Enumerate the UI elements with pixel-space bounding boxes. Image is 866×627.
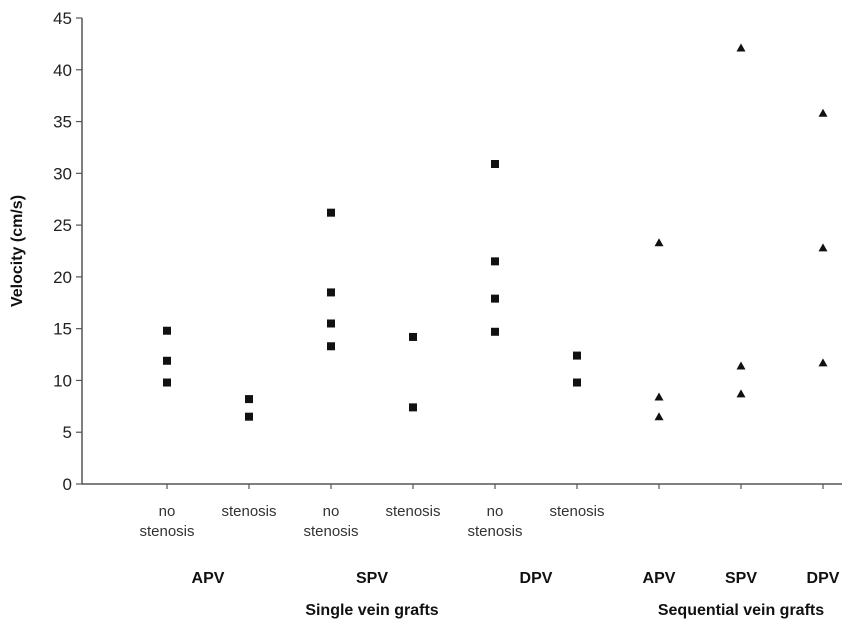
group-label: SPV: [725, 570, 757, 587]
category-label: no stenosis: [139, 503, 194, 540]
data-point-square: [573, 351, 581, 360]
group-label: APV: [643, 570, 676, 587]
data-point-square: [491, 327, 499, 336]
group-label: DPV: [520, 570, 553, 587]
data-point-square: [327, 288, 335, 297]
category-label: no stenosis: [303, 503, 358, 540]
section-label: Sequential vein grafts: [658, 602, 824, 619]
group-labels: APV SPV DPV APV SPV DPV: [192, 570, 840, 587]
category-label: stenosis: [221, 503, 276, 520]
data-point-triangle: [654, 238, 664, 247]
y-tick-label: 45: [53, 9, 72, 28]
data-point-triangle: [736, 361, 746, 370]
category-label: stenosis: [385, 503, 440, 520]
x-axis-ticks: [166, 484, 824, 489]
y-tick-label: 35: [53, 113, 72, 132]
data-point-triangle: [654, 392, 664, 401]
y-tick-label: 20: [53, 268, 72, 287]
y-axis-ticks: 0 5 10 15 20 25 30 35 40 45: [53, 9, 82, 494]
y-tick-label: 5: [63, 423, 72, 442]
data-point-square: [409, 332, 417, 341]
data-point-triangle: [654, 412, 664, 421]
data-point-triangle: [818, 243, 828, 252]
y-axis-title: Velocity (cm/s): [9, 195, 26, 307]
section-labels: Single vein grafts Sequential vein grafts: [305, 602, 824, 619]
data-point-square: [491, 160, 499, 169]
section-label: Single vein grafts: [305, 602, 438, 619]
axes: [81, 18, 842, 485]
y-tick-label: 10: [53, 371, 72, 390]
data-point-square: [245, 412, 253, 421]
data-points: [163, 43, 828, 421]
data-point-triangle: [736, 389, 746, 398]
data-point-square: [245, 395, 253, 404]
data-point-square: [491, 294, 499, 303]
group-label: SPV: [356, 570, 388, 587]
data-point-square: [491, 257, 499, 266]
data-point-square: [327, 208, 335, 217]
data-point-triangle: [818, 358, 828, 367]
y-tick-label: 25: [53, 216, 72, 235]
group-label: DPV: [807, 570, 840, 587]
y-tick-label: 30: [53, 164, 72, 183]
data-point-square: [327, 319, 335, 328]
category-labels: no stenosis stenosis no stenosis stenosis no st…: [139, 503, 604, 540]
category-label: no stenosis: [467, 503, 522, 540]
data-point-square: [409, 403, 417, 412]
data-point-square: [573, 378, 581, 387]
data-point-triangle: [736, 43, 746, 52]
category-label: stenosis: [549, 503, 604, 520]
data-point-triangle: [818, 108, 828, 117]
y-tick-label: 15: [53, 320, 72, 339]
data-point-square: [163, 326, 171, 335]
data-point-square: [163, 356, 171, 365]
y-tick-label: 0: [63, 475, 72, 494]
group-label: APV: [192, 570, 225, 587]
y-tick-label: 40: [53, 61, 72, 80]
data-point-square: [163, 378, 171, 387]
data-point-square: [327, 342, 335, 351]
